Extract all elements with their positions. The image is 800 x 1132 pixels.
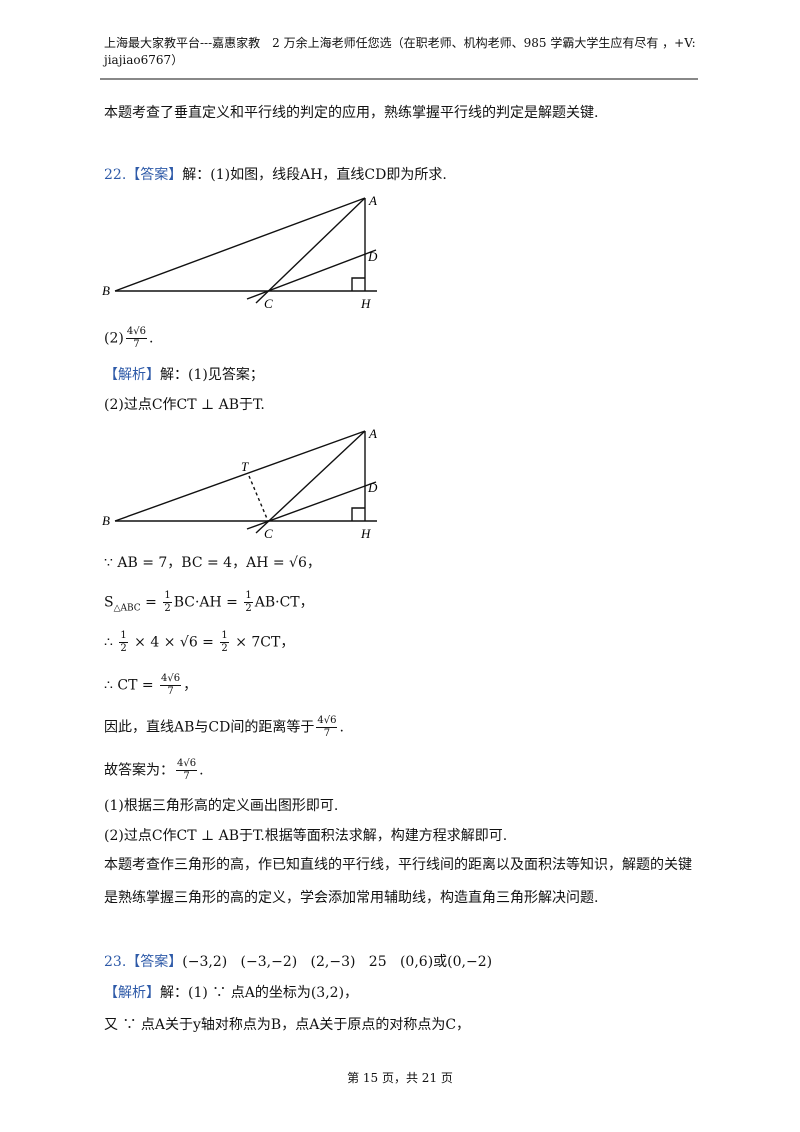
text: 解：(1) ∵ 点A的坐标为(3,2)， [160,985,359,1001]
text: (2)过点C作CT ⊥ AB于T. [104,397,265,413]
text: (−3,2) (−3,−2) (2,−3) 25 (0,6)或(0,−2) [182,954,493,970]
label: 【解析】 [104,367,160,383]
point-label: D [367,249,378,264]
denominator: 7 [323,728,331,739]
header-line: jiajiao6767） [104,53,184,67]
text: . [199,762,204,779]
text: × 4 × √6 = [129,634,219,651]
point-label: A [368,193,377,208]
text-line: ∴ CT = 4√6 7， [104,673,197,698]
denominator: 2 [245,603,252,614]
figure-2 [114,430,377,534]
text: 本题考查作三角形的高，作已知直线的平行线，平行线间的距离以及面积法等知识，解题的… [104,857,692,873]
fraction: 4√6 7 [176,758,198,783]
text: ∴ CT = [104,677,159,694]
point-label: T [241,459,249,474]
numerator: 1 [220,630,229,643]
text: AB·CT， [254,594,314,611]
text: (1)根据三角形高的定义画出图形即可. [104,798,339,814]
text: 本题考查了垂直定义和平行线的判定的应用，熟练掌握平行线的判定是解题关键. [104,105,599,121]
fraction: 4√6 7 [160,673,182,698]
text-line: (2)过点C作CT ⊥ AB于T. [104,395,265,415]
label: 【答案】 [126,167,183,183]
text: 又 ∵ 点A关于y轴对称点为B，点A关于原点的对称点为C， [104,1017,471,1033]
text-line: 因此，直线AB与CD间的距离等于 4√6 7. [104,715,344,740]
label: 【解析】 [104,985,160,1001]
numerator: 1 [163,590,172,603]
text-line: 本题考查作三角形的高，作已知直线的平行线，平行线间的距离以及面积法等知识，解题的… [104,855,692,875]
point-label: C [264,526,273,541]
numerator: 4√6 [176,758,198,771]
numerator: 4√6 [125,326,147,339]
text: (2)过点C作CT ⊥ AB于T.根据等面积法求解，构建方程求解即可. [104,828,508,844]
text: × 7CT， [230,634,295,651]
footer: 第 15 页，共 21 页 [347,1071,453,1085]
text: ， [183,677,198,694]
header-line: 上海最大家教平台---嘉惠家教 2 万余上海老师任您选（在职老师、机构老师、98… [104,36,696,50]
fraction: 4√6 7 [316,715,338,740]
text-line: 22.【答案】解：(1)如图，线段AH，直线CD即为所求. [104,165,447,185]
text: ∵ AB = 7，BC = 4，AH = √6， [104,555,321,571]
text: S [104,594,114,611]
point-label: B [102,283,110,298]
text: 故答案为： [104,762,174,779]
text: 解：(1)见答案； [160,367,264,383]
label: 【答案】 [126,954,183,970]
text-line: (2)过点C作CT ⊥ AB于T.根据等面积法求解，构建方程求解即可. [104,826,507,846]
denominator: 2 [164,603,171,614]
text: 因此，直线AB与CD间的距离等于 [104,719,315,736]
denominator: 2 [221,643,228,654]
text-line: 23.【答案】(−3,2) (−3,−2) (2,−3) 25 (0,6)或(0… [104,952,492,972]
fraction: 4√6 7 [125,326,147,351]
point-label: A [368,426,377,441]
denominator: 7 [183,771,190,782]
text: ∴ [104,634,118,651]
text: 解：(1)如图，线段AH，直线CD即为所求. [182,167,447,183]
denominator: 2 [120,643,127,654]
numerator: 1 [244,590,253,603]
denominator: 7 [167,686,174,697]
numerator: 1 [119,630,128,643]
label: 23. [104,954,127,970]
text-line: 是熟练掌握三角形的高的定义，学会添加常用辅助线，构造直角三角形解决问题. [104,888,598,908]
text: = [140,594,162,611]
subscript: △ABC [113,603,141,614]
figure-1 [114,197,377,304]
text-line: 又 ∵ 点A关于y轴对称点为B，点A关于原点的对称点为C， [104,1015,470,1035]
label: 22. [104,167,127,183]
text: . [148,330,154,347]
text-line: 【解析】解：(1) ∵ 点A的坐标为(3,2)， [104,983,358,1003]
text: (2) [104,330,124,347]
denominator: 7 [133,339,140,350]
numerator: 4√6 [160,673,182,686]
numerator: 4√6 [316,715,338,728]
text-line: 本题考查了垂直定义和平行线的判定的应用，熟练掌握平行线的判定是解题关键. [104,103,598,123]
point-label: B [102,513,110,528]
text-line: (2) 4√6 7. [104,326,153,351]
text-line: (1)根据三角形高的定义画出图形即可. [104,796,338,816]
point-label: H [360,526,371,541]
point-label: D [367,480,378,495]
text-line: 故答案为： 4√6 7. [104,758,204,783]
text: BC·AH = [173,594,243,611]
text-line: 【解析】解：(1)见答案； [104,365,264,385]
text-line: ∵ AB = 7，BC = 4，AH = √6， [104,553,321,573]
point-label: H [360,296,371,311]
text: 是熟练掌握三角形的高的定义，学会添加常用辅助线，构造直角三角形解决问题. [104,890,599,906]
point-label: C [264,296,273,311]
text: . [339,719,344,736]
text-line: S△ABC = 1 2 BC·AH = 1 2 AB·CT， [104,590,314,618]
